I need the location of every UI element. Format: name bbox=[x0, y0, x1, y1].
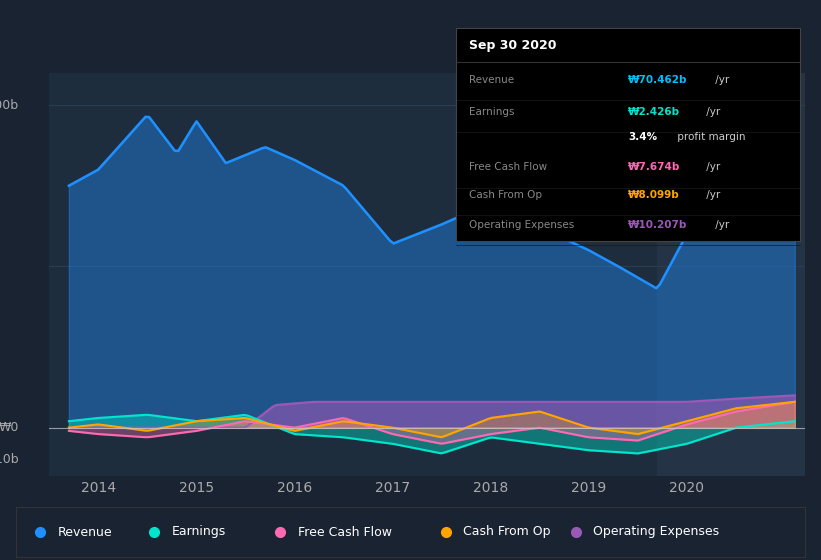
Text: Operating Expenses: Operating Expenses bbox=[594, 525, 719, 539]
Text: Earnings: Earnings bbox=[172, 525, 226, 539]
Text: ₩70.462b: ₩70.462b bbox=[628, 75, 687, 85]
Text: /yr: /yr bbox=[703, 190, 720, 200]
Text: ₩7.674b: ₩7.674b bbox=[628, 162, 681, 172]
Text: Revenue: Revenue bbox=[57, 525, 112, 539]
Text: /yr: /yr bbox=[712, 75, 729, 85]
Text: Revenue: Revenue bbox=[470, 75, 515, 85]
Text: Cash From Op: Cash From Op bbox=[470, 190, 543, 200]
Text: /yr: /yr bbox=[712, 220, 729, 230]
Text: profit margin: profit margin bbox=[673, 132, 745, 142]
Text: ₩100b: ₩100b bbox=[0, 99, 19, 111]
Text: Free Cash Flow: Free Cash Flow bbox=[470, 162, 548, 172]
Text: Cash From Op: Cash From Op bbox=[463, 525, 551, 539]
Text: Sep 30 2020: Sep 30 2020 bbox=[470, 39, 557, 52]
Text: -₩10b: -₩10b bbox=[0, 454, 19, 466]
Text: ₩0: ₩0 bbox=[0, 421, 19, 434]
Bar bbox=[658, 73, 805, 476]
Text: Earnings: Earnings bbox=[470, 107, 515, 116]
Text: ₩2.426b: ₩2.426b bbox=[628, 107, 680, 116]
Text: 3.4%: 3.4% bbox=[628, 132, 657, 142]
Text: /yr: /yr bbox=[703, 162, 720, 172]
Text: ₩8.099b: ₩8.099b bbox=[628, 190, 680, 200]
Text: /yr: /yr bbox=[703, 107, 720, 116]
Text: Operating Expenses: Operating Expenses bbox=[470, 220, 575, 230]
Text: ₩10.207b: ₩10.207b bbox=[628, 220, 687, 230]
Text: Free Cash Flow: Free Cash Flow bbox=[298, 525, 392, 539]
